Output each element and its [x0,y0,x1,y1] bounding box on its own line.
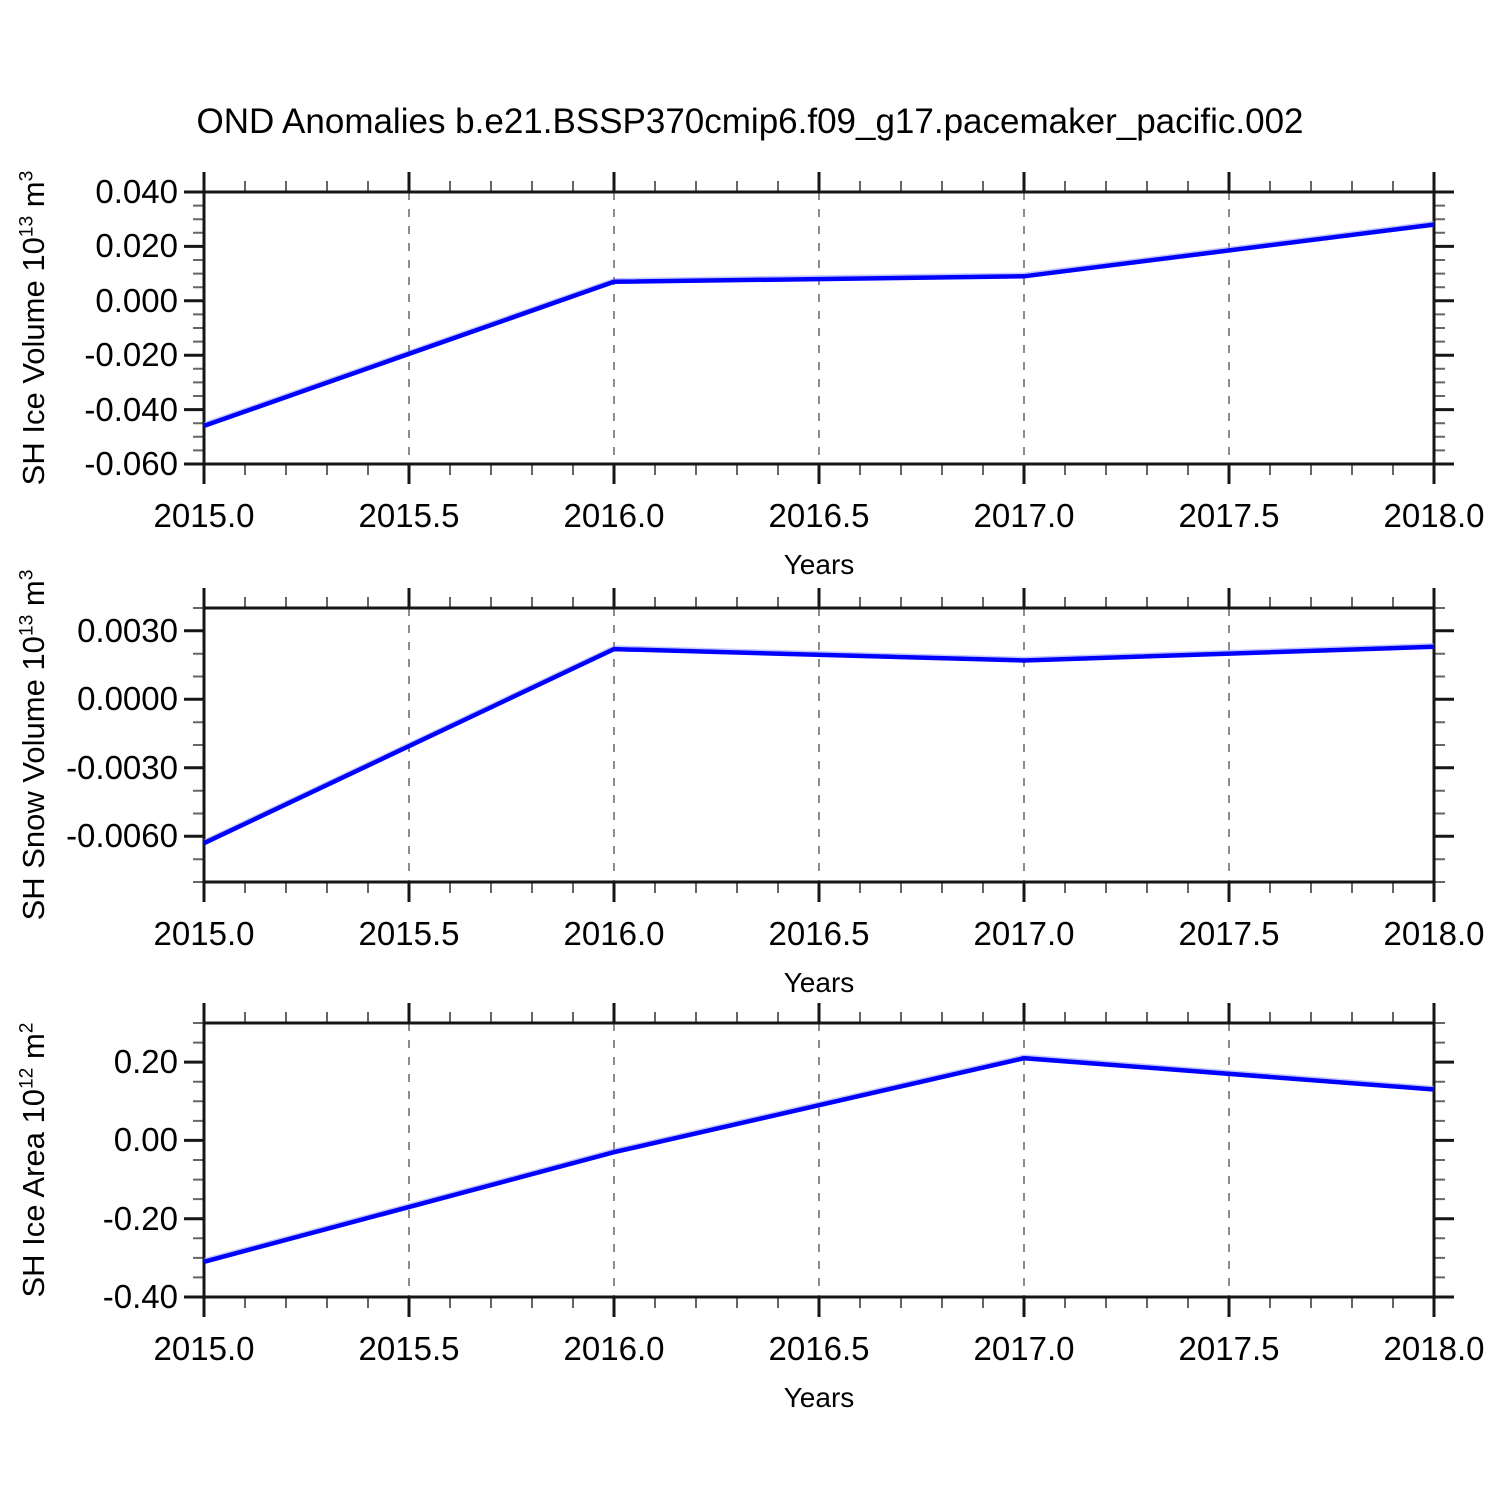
y-axis-title-exponent: 2 [16,1022,38,1034]
x-tick-label: 2017.0 [973,1330,1075,1367]
y-tick-label: -0.0030 [66,748,178,786]
x-tick-label: 2015.0 [153,1330,255,1367]
y-tick-label: -0.040 [84,390,178,428]
x-tick-label: 2017.0 [973,497,1075,534]
x-axis-title: Years [783,549,855,580]
major-ticks [184,588,1454,902]
x-tick-label: 2015.0 [153,915,255,952]
plot-border [202,606,1436,884]
x-tick-label: 2016.5 [768,915,870,952]
y-axis-title-text: SH Ice Area 10 [16,1089,51,1298]
x-tick-label: 2015.5 [358,497,460,534]
y-tick-label: 0.20 [113,1043,178,1081]
x-tick-label: 2016.5 [768,497,870,534]
y-axis-title-text: m [16,1033,51,1068]
plot-border [202,190,1436,466]
x-tick-label: 2018.0 [1383,1330,1485,1367]
plot-border [202,1021,1436,1299]
y-tick-label: -0.0060 [66,817,178,855]
major-ticks [184,172,1454,484]
figure-title: OND Anomalies b.e21.BSSP370cmip6.f09_g17… [196,102,1304,141]
y-tick-label: 0.000 [95,281,178,319]
x-tick-label: 2016.0 [563,497,665,534]
x-tick-label: 2015.5 [358,1330,460,1367]
y-tick-label: -0.40 [102,1278,178,1315]
data-line [203,222,1435,429]
x-tick-label: 2017.0 [973,915,1075,952]
x-tick-label: 2015.0 [153,497,255,534]
x-tick-label: 2017.5 [1178,1330,1280,1367]
x-tick-label: 2016.0 [563,1330,665,1367]
x-tick-label: 2018.0 [1383,497,1485,534]
x-tick-label: 2016.0 [563,915,665,952]
y-tick-label: 0.0000 [77,680,178,718]
y-tick-label: -0.20 [102,1199,178,1237]
y-tick-label: -0.020 [84,336,178,374]
x-axis-title: Years [783,967,855,998]
data-line-halo [203,1054,1435,1260]
x-tick-label: 2018.0 [1383,915,1485,952]
data-line-halo [203,220,1435,424]
data-line-halo [203,643,1435,841]
x-tick-label: 2017.5 [1178,915,1280,952]
y-axis-title: SH Ice Area 1012 m2 [14,927,54,1393]
x-tick-label: 2017.5 [1178,497,1280,534]
y-tick-label: 0.020 [95,227,178,265]
minor-ticks [193,1012,1445,1308]
data-line [203,644,1435,846]
x-tick-label: 2015.5 [358,915,460,952]
x-tick-label: 2016.5 [768,1330,870,1367]
y-tick-label: 0.0030 [77,611,178,649]
data-line [203,1055,1435,1264]
minor-ticks [193,181,1445,475]
minor-ticks [193,597,1445,893]
major-ticks [184,1003,1454,1317]
x-axis-title: Years [783,1382,855,1413]
y-tick-label: 0.040 [95,173,178,210]
y-tick-label: 0.00 [113,1121,178,1159]
dashed-gridlines [408,192,1230,464]
y-tick-label: -0.060 [84,445,178,482]
y-axis-title-exponent: 12 [16,1067,38,1089]
dashed-gridlines [408,1023,1230,1297]
